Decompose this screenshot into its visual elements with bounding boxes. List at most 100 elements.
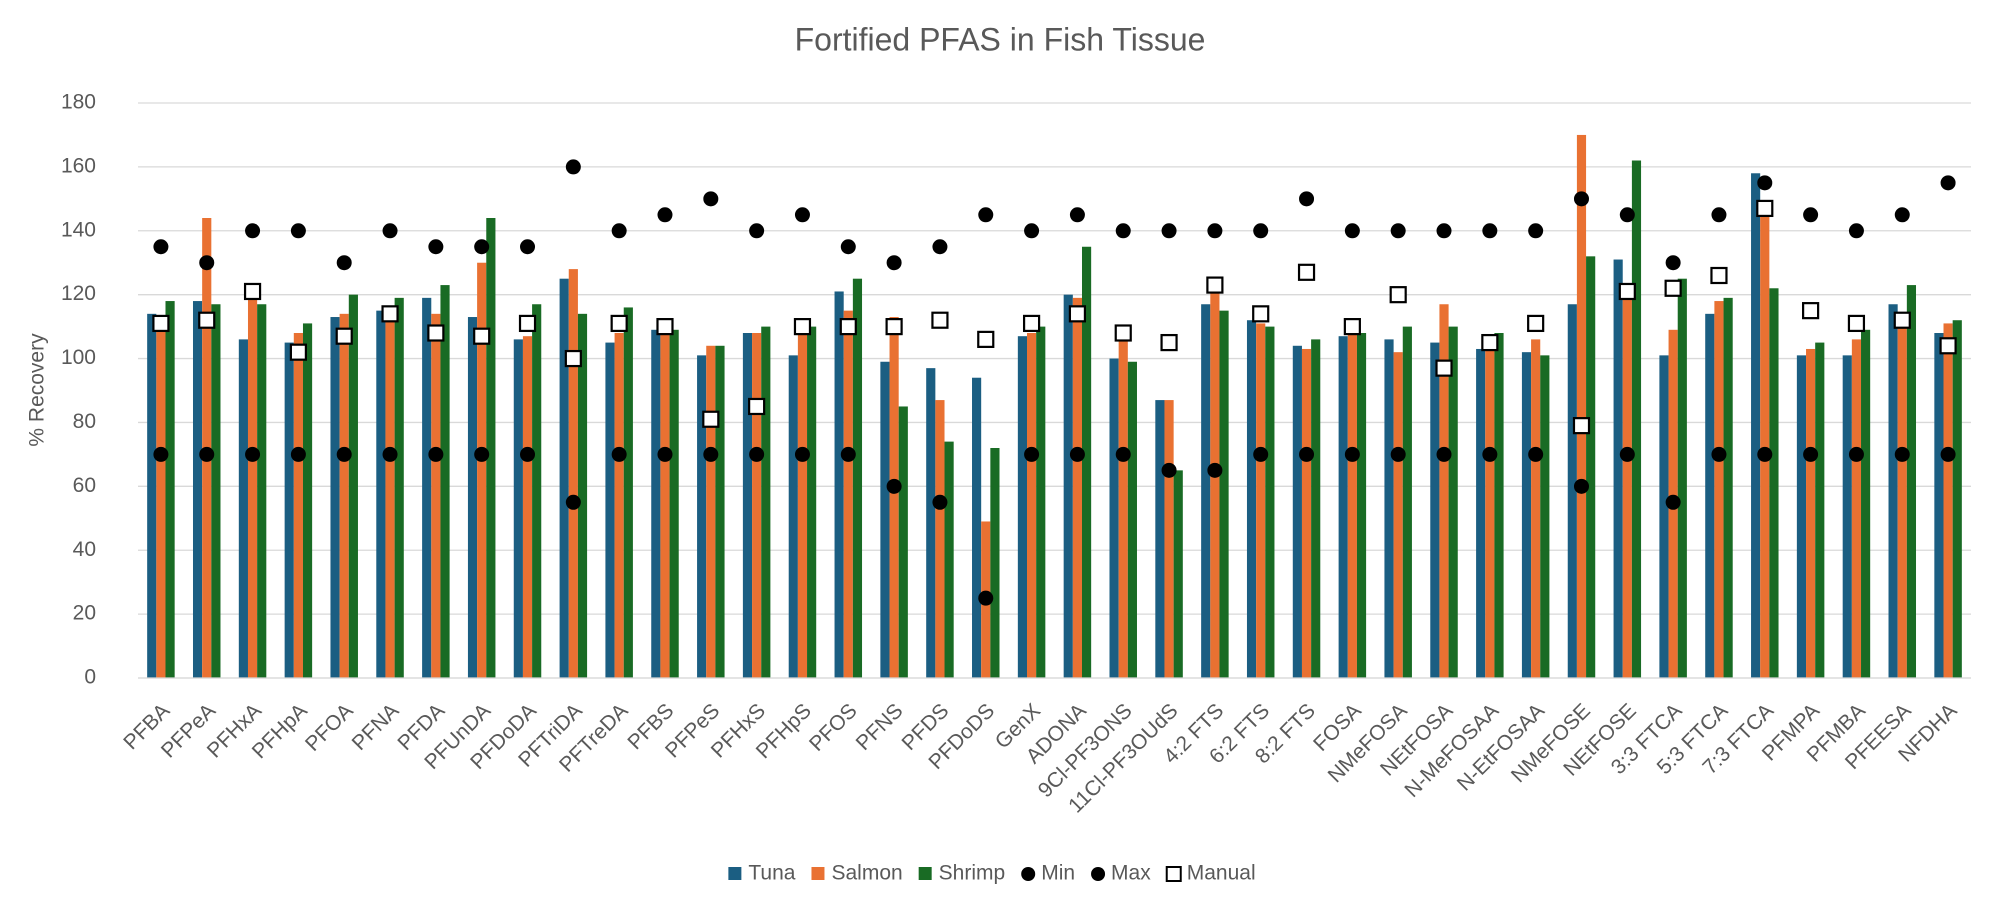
bar xyxy=(1531,339,1541,678)
x-tick-label: PFNA xyxy=(348,699,404,755)
legend-label: Salmon xyxy=(831,862,902,885)
bar xyxy=(477,262,487,678)
marker xyxy=(473,327,491,345)
bar xyxy=(1173,470,1183,678)
marker xyxy=(703,446,719,462)
marker xyxy=(1297,263,1316,281)
marker xyxy=(1618,282,1636,301)
marker xyxy=(1803,207,1819,223)
legend-swatch xyxy=(811,867,825,880)
bar xyxy=(1430,342,1440,678)
marker xyxy=(1619,446,1635,462)
marker xyxy=(794,207,810,223)
bar xyxy=(614,333,624,678)
x-tick-label: PFOS xyxy=(805,699,862,756)
bar xyxy=(1677,278,1687,678)
y-tick-label: 0 xyxy=(84,666,96,689)
bar xyxy=(1036,326,1046,678)
marker xyxy=(1481,333,1499,352)
x-tick-label: PFNS xyxy=(852,699,908,755)
marker xyxy=(153,446,169,462)
marker xyxy=(885,318,903,336)
bar xyxy=(1063,294,1073,678)
marker xyxy=(381,305,399,323)
bar xyxy=(1906,285,1917,678)
marker xyxy=(748,397,766,416)
marker xyxy=(1665,494,1681,510)
marker xyxy=(1253,223,1269,239)
marker xyxy=(1848,223,1864,239)
x-tick-label: PFOA xyxy=(301,699,358,756)
bar xyxy=(752,333,762,678)
bar xyxy=(1256,323,1266,678)
bar xyxy=(192,301,203,678)
marker xyxy=(1252,305,1270,323)
marker xyxy=(336,446,352,462)
bar xyxy=(623,307,633,678)
marker xyxy=(1619,207,1635,223)
marker xyxy=(474,446,490,462)
marker xyxy=(931,311,949,329)
marker xyxy=(749,446,765,462)
marker xyxy=(336,255,352,271)
bar xyxy=(238,339,248,678)
marker xyxy=(1528,223,1544,239)
bar xyxy=(1072,297,1082,678)
marker xyxy=(1161,223,1177,239)
bar xyxy=(467,317,478,678)
marker xyxy=(1344,223,1360,239)
marker xyxy=(1664,279,1682,297)
bar xyxy=(348,294,358,678)
bar xyxy=(1081,246,1092,678)
bar xyxy=(293,333,303,678)
marker xyxy=(657,446,673,462)
marker xyxy=(840,239,856,255)
bar xyxy=(1622,291,1632,678)
legend-swatch xyxy=(1091,867,1106,881)
bar xyxy=(1485,345,1495,678)
bar xyxy=(1842,355,1852,678)
marker xyxy=(428,239,444,255)
bar xyxy=(394,297,404,678)
bar xyxy=(1402,326,1412,678)
bar xyxy=(1631,160,1642,678)
bar xyxy=(1540,355,1550,678)
marker xyxy=(1069,207,1085,223)
bar xyxy=(147,313,157,678)
bar xyxy=(1586,256,1596,678)
marker xyxy=(1390,446,1406,462)
marker xyxy=(1343,318,1361,336)
bar xyxy=(1201,304,1211,678)
bar xyxy=(926,368,936,678)
bar xyxy=(211,304,221,678)
marker xyxy=(932,239,948,255)
bar xyxy=(1769,288,1779,678)
marker xyxy=(1253,446,1269,462)
marker xyxy=(1482,223,1498,239)
y-tick-label: 140 xyxy=(61,218,96,241)
marker xyxy=(382,446,398,462)
marker xyxy=(886,255,902,271)
bar xyxy=(1613,259,1623,678)
bar xyxy=(797,333,808,678)
bar xyxy=(742,333,753,678)
bar xyxy=(1301,348,1312,678)
legend-label: Max xyxy=(1111,862,1151,885)
marker xyxy=(199,446,215,462)
bar xyxy=(422,297,432,678)
bar xyxy=(669,329,679,678)
y-tick-label: 100 xyxy=(61,346,96,369)
marker xyxy=(152,314,170,333)
y-tick-label: 40 xyxy=(73,538,96,561)
marker xyxy=(794,446,810,462)
marker xyxy=(1024,446,1040,462)
bar xyxy=(843,310,853,678)
marker xyxy=(1572,417,1591,435)
y-tick-label: 60 xyxy=(73,474,96,497)
marker xyxy=(1802,302,1820,320)
marker xyxy=(290,446,306,462)
bar xyxy=(522,336,533,678)
marker xyxy=(1115,446,1131,462)
marker xyxy=(839,318,857,336)
marker xyxy=(886,478,902,494)
